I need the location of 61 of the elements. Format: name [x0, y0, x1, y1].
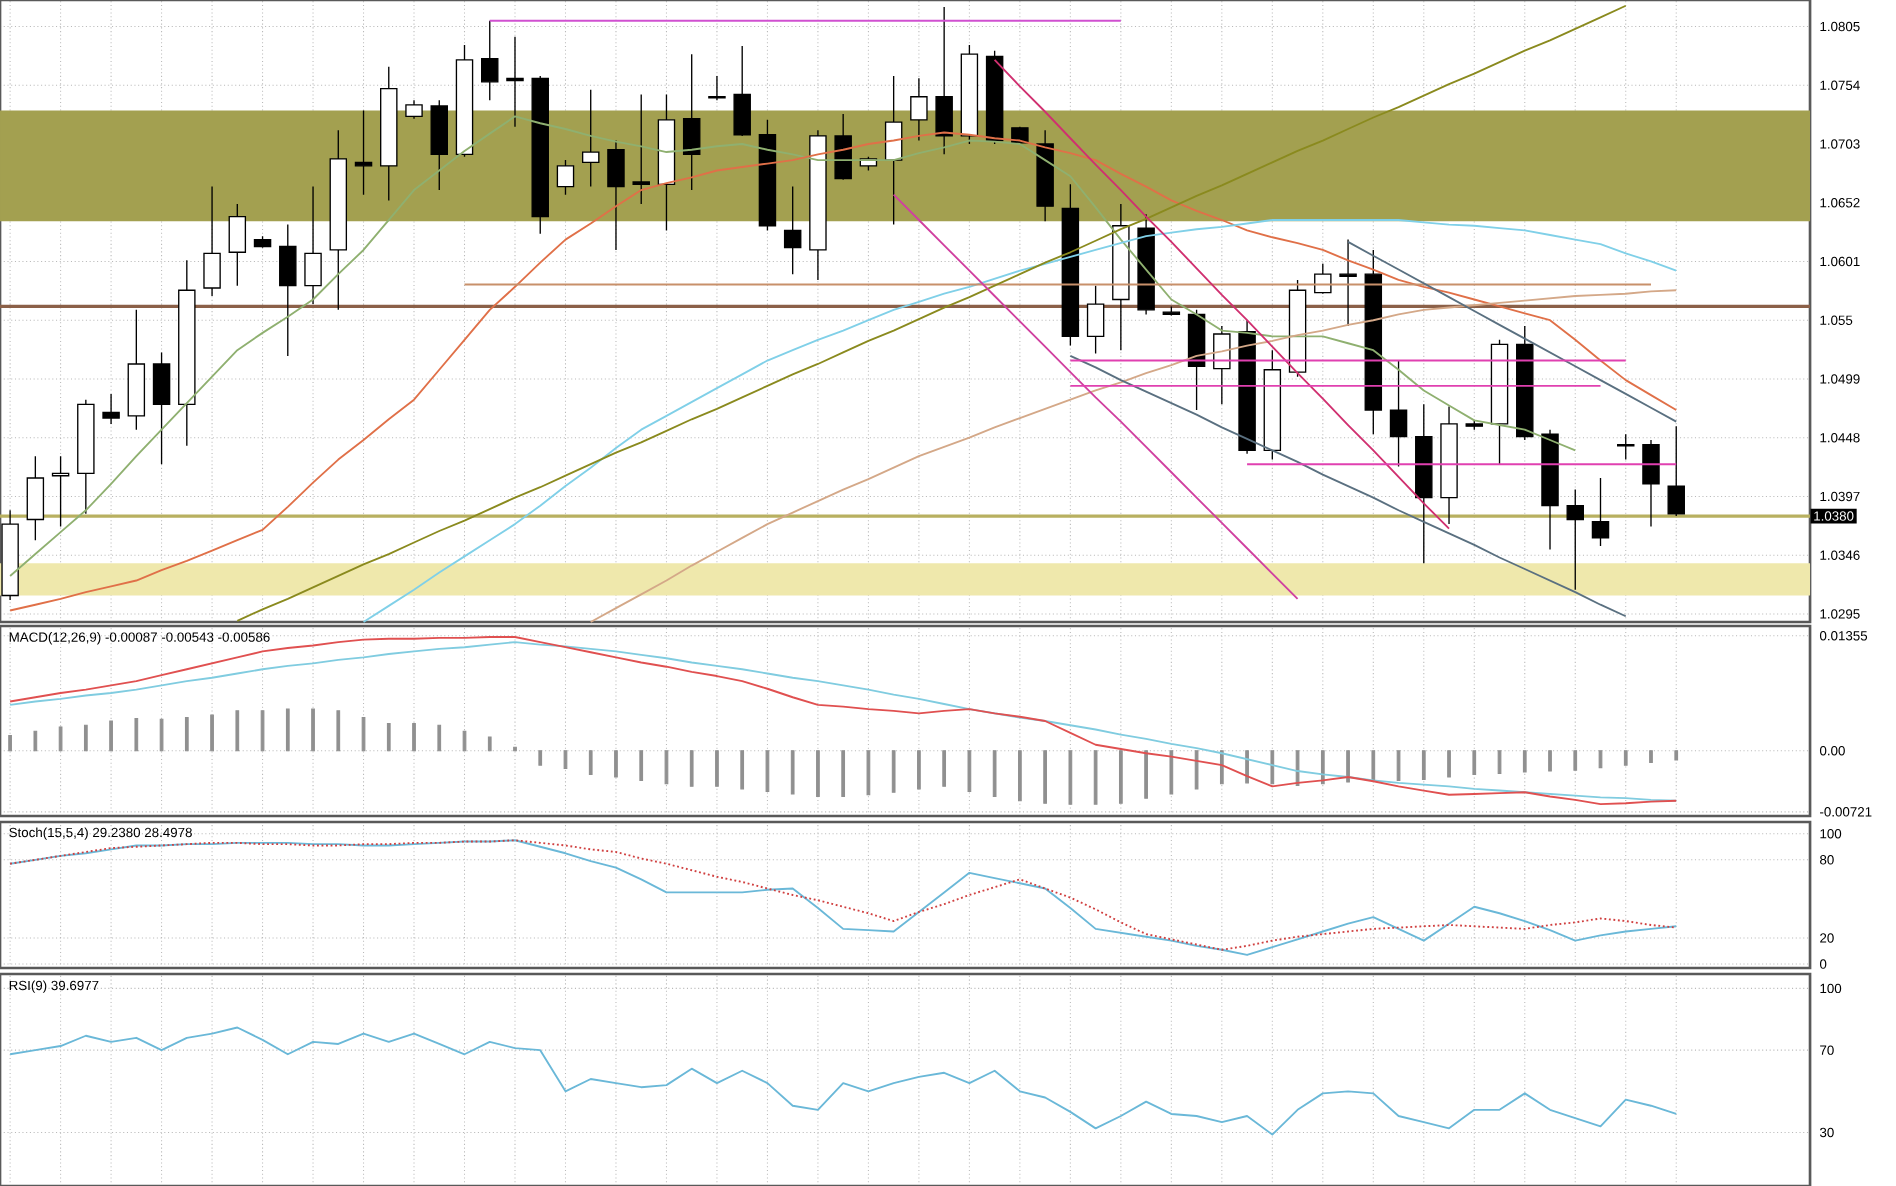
candlestick	[531, 75, 549, 235]
candlestick	[1566, 488, 1584, 591]
candlestick	[304, 185, 322, 305]
candlestick	[1642, 439, 1660, 528]
line-series	[993, 58, 1450, 530]
line-series	[236, 4, 1627, 622]
candlestick	[1490, 339, 1509, 465]
candlestick	[329, 129, 348, 311]
candlestick	[1541, 428, 1559, 551]
candlestick	[985, 50, 1004, 145]
candlestick	[758, 119, 777, 232]
candlestick	[430, 99, 448, 191]
candlestick	[1238, 319, 1256, 455]
candlestick	[1, 509, 19, 601]
candlestick	[127, 309, 146, 431]
candlestick	[960, 44, 979, 145]
candlestick	[1086, 284, 1105, 355]
candlestick	[481, 20, 499, 101]
candlestick	[783, 185, 802, 275]
candlestick	[1263, 349, 1282, 461]
candlestick	[1591, 477, 1610, 547]
candlestick	[102, 393, 120, 425]
candlestick	[1364, 249, 1383, 435]
candlestick	[506, 36, 524, 128]
candlestick	[556, 159, 575, 196]
candlestick	[657, 93, 676, 232]
candlestick	[1314, 263, 1332, 295]
line-series	[9, 1026, 1678, 1136]
candlestick	[1667, 425, 1685, 517]
candlestick	[910, 77, 928, 142]
candlestick	[1415, 403, 1433, 564]
candlestick	[77, 399, 95, 515]
candlestick	[279, 223, 297, 357]
candlestick	[405, 99, 423, 120]
candlestick	[203, 185, 221, 297]
candlestick	[228, 203, 247, 287]
candlestick	[152, 351, 171, 465]
candlestick	[1036, 129, 1054, 222]
candlestick	[733, 45, 751, 137]
candlestick	[809, 129, 827, 281]
candlestick	[1516, 325, 1534, 441]
candlestick	[935, 6, 953, 156]
candlestick	[253, 235, 272, 249]
candlestick	[1339, 238, 1357, 327]
line-series	[892, 193, 1299, 600]
candlestick	[1440, 405, 1458, 525]
candlestick	[1465, 419, 1484, 431]
candlestick	[708, 75, 726, 101]
candlestick	[1112, 203, 1130, 351]
candlestick	[1288, 279, 1307, 378]
candlestick	[607, 139, 625, 251]
candlestick	[380, 66, 398, 202]
candlestick	[178, 259, 196, 447]
candlestick	[581, 89, 600, 188]
line-series	[9, 131, 1678, 612]
candlestick	[1162, 305, 1181, 317]
candlestick	[1389, 359, 1408, 468]
candlestick	[26, 455, 45, 541]
candlestick	[1061, 183, 1080, 347]
candlestick	[1137, 213, 1155, 316]
candlestick	[455, 44, 474, 158]
